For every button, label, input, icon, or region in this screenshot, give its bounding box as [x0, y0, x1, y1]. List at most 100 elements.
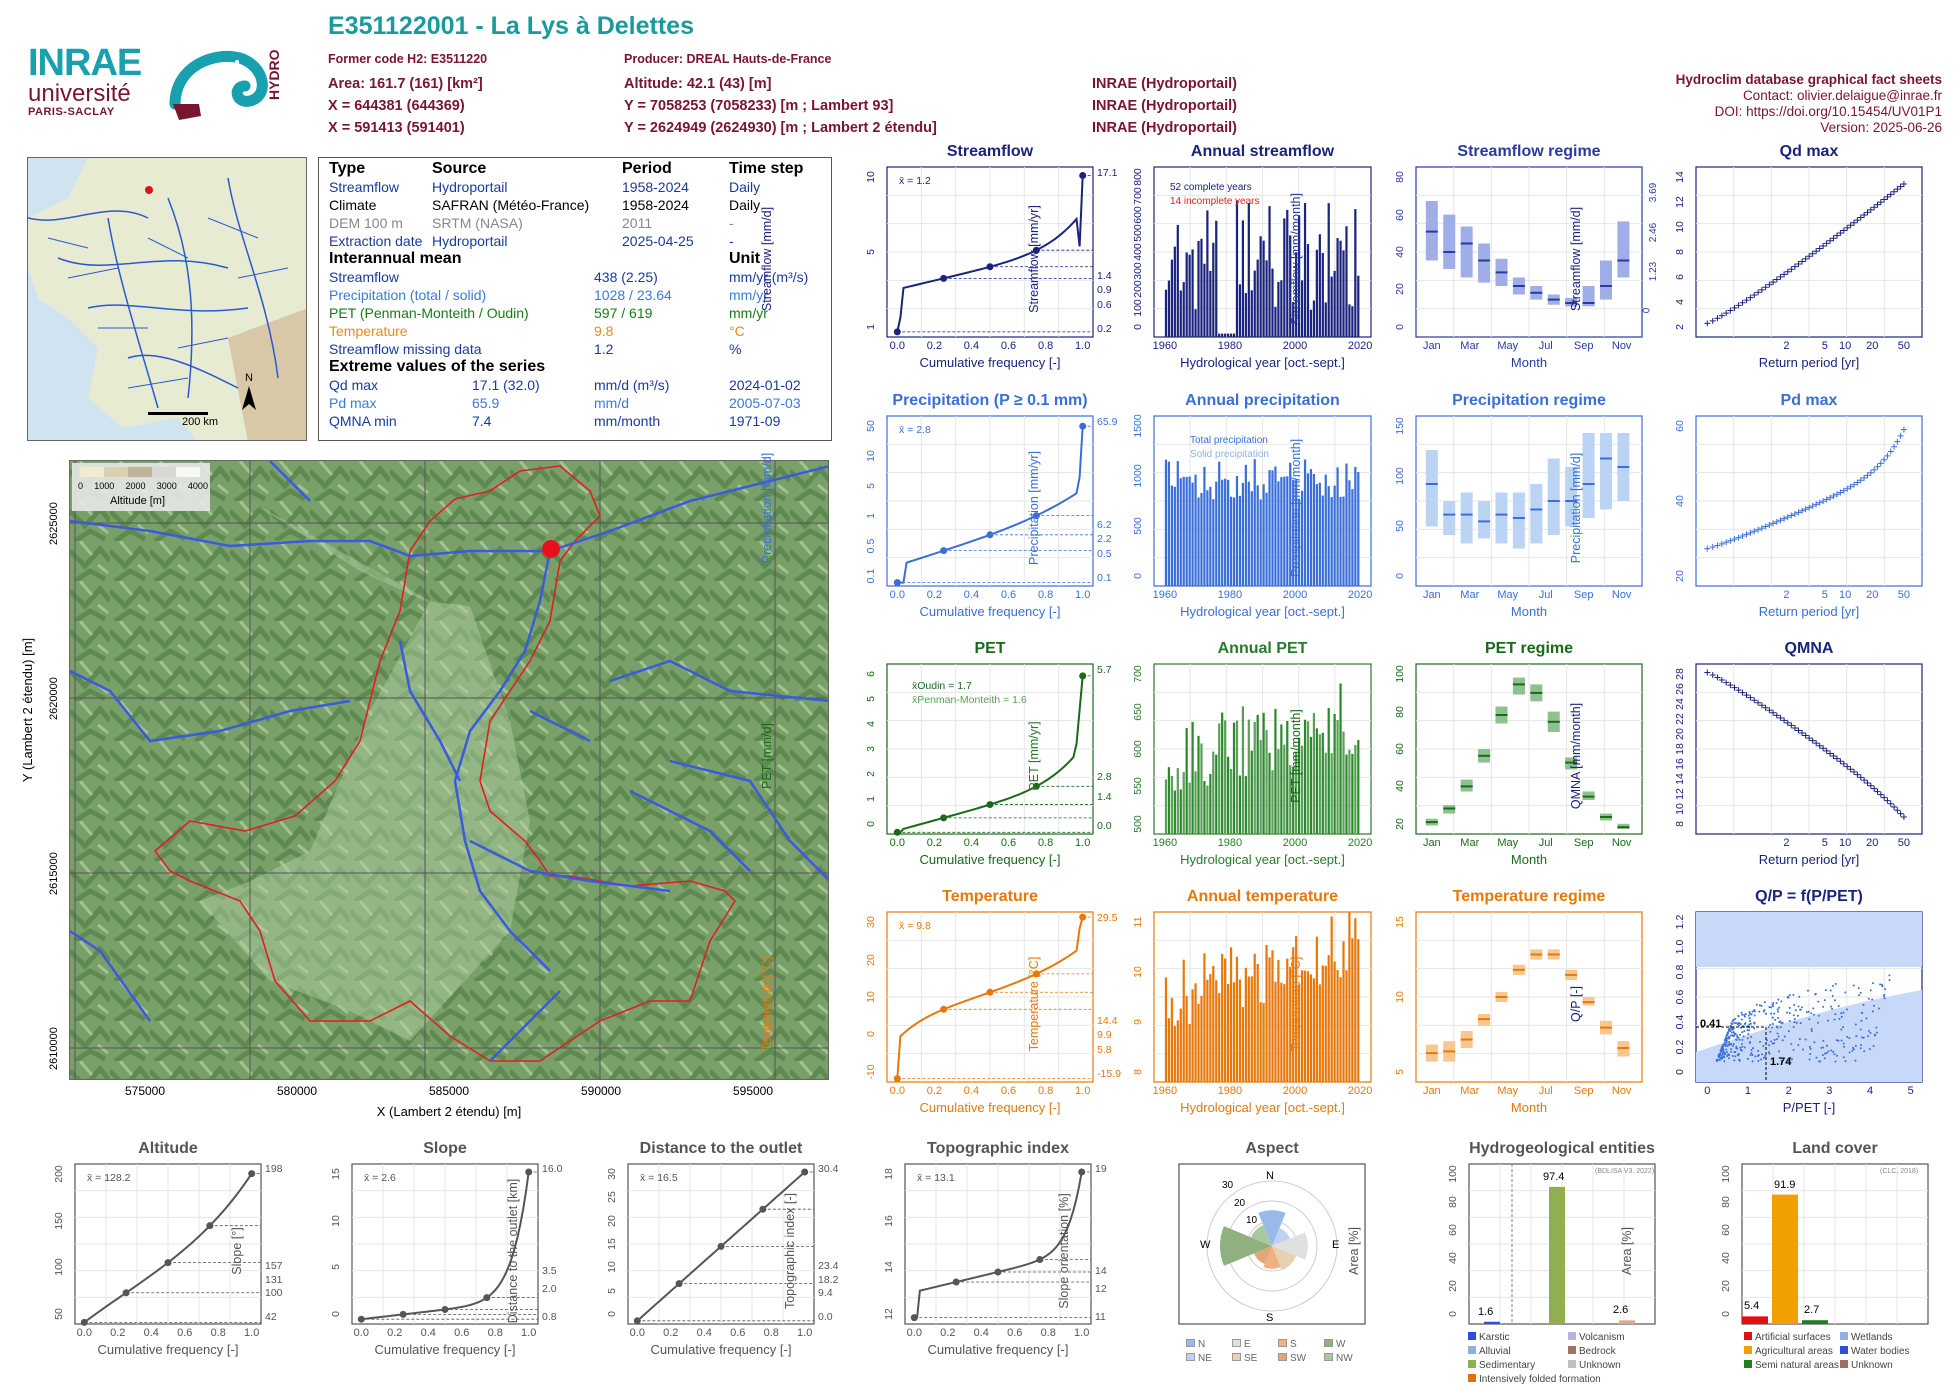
pet-xtick: 1.0	[1075, 837, 1091, 849]
temp-right-label: 29.5	[1097, 911, 1118, 924]
annual_pet-bar	[1300, 745, 1304, 834]
pd_max-ylabel: Precipitation [mm/d]	[1569, 452, 1583, 564]
annual_temp-bar	[1215, 980, 1218, 1082]
qp-point	[1760, 1004, 1763, 1007]
pet-xtick: 0.8	[1037, 837, 1054, 849]
qp-point	[1753, 1027, 1756, 1030]
x-tick: 590000	[580, 1084, 622, 1098]
annual_streamflow-bar	[1206, 210, 1209, 337]
qmna-xtick: 50	[1897, 837, 1911, 849]
qp-point	[1842, 1042, 1845, 1045]
qp-point	[1842, 1026, 1845, 1029]
annual_streamflow-bar	[1215, 220, 1218, 337]
temp-right-label: 5.8	[1097, 1043, 1112, 1056]
legend-tick: 2000	[125, 481, 146, 491]
qp-point	[1832, 1050, 1835, 1053]
qp-point	[1859, 1047, 1862, 1050]
slope-right-label: 2.0	[542, 1282, 557, 1295]
qp-point	[1862, 1003, 1865, 1006]
qd_max-point	[1884, 193, 1891, 200]
qp-title: Q/P = f(P/PET)	[1755, 888, 1863, 905]
topo-xtick: 0.6	[1007, 1327, 1023, 1339]
streamflow-right-label: 17.1	[1097, 166, 1118, 179]
mean-row: Streamflow missing data 1.2%	[329, 340, 821, 358]
qp-point	[1715, 1059, 1718, 1062]
annual_pet-bar	[1268, 752, 1271, 834]
precip-ytick: 1	[865, 513, 877, 519]
qd_max-ytick: 10	[1674, 221, 1686, 233]
pd_max-point	[1773, 518, 1780, 525]
hydrogeo-source: (BDLISA V3, 2022)	[1595, 1168, 1655, 1175]
annual_pet-bar	[1315, 728, 1318, 834]
annual_temp-bar	[1345, 970, 1348, 1082]
qmna-point	[1900, 814, 1907, 820]
slope-plot	[351, 1163, 539, 1325]
qp-point	[1725, 1034, 1728, 1037]
qp-point	[1837, 1039, 1840, 1042]
annual_streamflow-bar	[1286, 209, 1289, 337]
temp_regime-xtick: Mar	[1460, 1085, 1480, 1097]
distance-ytick: 10	[606, 1261, 618, 1274]
streamflow-xtick: 0.2	[926, 340, 943, 352]
info-row: DEM 100 m SRTM (NASA) 2011 -	[329, 214, 821, 232]
cell: mm/yr (m³/s)	[729, 269, 809, 285]
qd_max-point	[1871, 204, 1878, 211]
topo-title: Topographic index	[927, 1140, 1069, 1157]
annual_temp-bar	[1268, 957, 1271, 1082]
qp-point	[1810, 1028, 1813, 1031]
qd_max-point	[1867, 206, 1874, 213]
qp-point	[1875, 1026, 1878, 1029]
pet-xtick: 0.4	[963, 837, 980, 849]
qp-point	[1734, 1017, 1737, 1020]
annual_precip-bar	[1259, 499, 1262, 586]
qp-point	[1752, 1047, 1755, 1050]
landcover-legend-item: Wetlands	[1851, 1332, 1893, 1343]
cell: 1971-09	[729, 413, 781, 429]
annual_temp-bar	[1218, 993, 1221, 1082]
qd_max-point	[1861, 211, 1868, 218]
annual_precip-bar	[1203, 466, 1206, 586]
streamflow_regime-ytick: 20	[1394, 283, 1406, 296]
streamflow_regime-plot	[1415, 166, 1643, 338]
annual_temp-bar	[1295, 936, 1298, 1082]
landcover-legend-item: Agricultural areas	[1755, 1346, 1833, 1357]
pd_max-xtick: 2	[1783, 589, 1790, 601]
annual_temp-bar	[1194, 983, 1197, 1082]
annual_temp-xtick: 1980	[1217, 1085, 1243, 1097]
pet-right-label: 5.7	[1097, 663, 1112, 676]
annual_temp-bar	[1286, 958, 1289, 1082]
qmna-point	[1727, 682, 1734, 689]
qp-point	[1840, 1012, 1843, 1015]
annual_precip-plot	[1153, 415, 1372, 587]
qp-point	[1810, 1012, 1813, 1015]
pd_max-point	[1704, 545, 1711, 552]
slope-ytick: 10	[330, 1214, 342, 1227]
landcover-bar	[1802, 1320, 1828, 1324]
qp-point	[1739, 1048, 1742, 1051]
annual_pet-bar	[1271, 770, 1274, 834]
cell: 438 (2.25)	[594, 269, 658, 285]
annual_streamflow-ytick: 300	[1132, 261, 1144, 280]
qp-point	[1758, 1010, 1761, 1013]
annual_pet-bar	[1342, 731, 1345, 834]
streamflow-plot	[886, 166, 1094, 338]
qp-point	[1854, 1059, 1857, 1062]
cell: 9.8	[594, 323, 614, 339]
qp-point	[1871, 982, 1874, 985]
precip_regime-xtick: Sep	[1573, 589, 1594, 601]
annual_temp-title: Annual temperature	[1186, 888, 1339, 905]
col-timestep: Time step	[729, 160, 804, 177]
annual_streamflow-bar	[1238, 284, 1242, 337]
qp-point	[1818, 1014, 1821, 1017]
annual_temp-bar	[1241, 1007, 1245, 1082]
aspect-legend-swatch	[1324, 1353, 1333, 1361]
aspect-sector	[1263, 1246, 1281, 1269]
distance-xtick: 0.4	[696, 1327, 712, 1339]
qmna-point	[1809, 737, 1816, 744]
slope-title: Slope	[423, 1140, 467, 1157]
qp-xtick: 3	[1826, 1085, 1833, 1097]
annual_pet-bar	[1194, 771, 1197, 834]
qp-point	[1792, 1014, 1795, 1017]
producer: Producer: DREAL Hauts-de-France	[624, 52, 832, 66]
annual_precip-bar	[1271, 470, 1274, 586]
